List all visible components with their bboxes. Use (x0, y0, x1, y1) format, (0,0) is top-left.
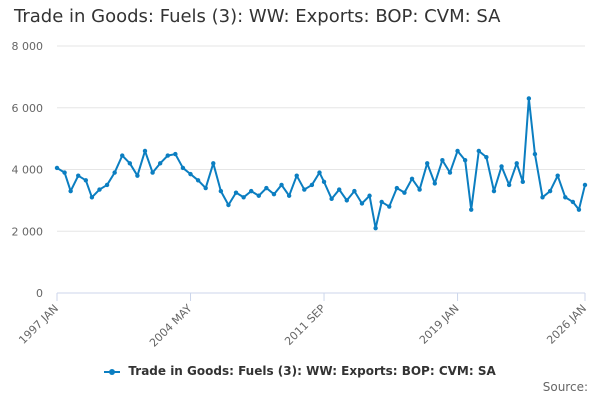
data-point[interactable] (286, 193, 292, 198)
chart-title: Trade in Goods: Fuels (3): WW: Exports: … (14, 6, 501, 27)
data-point[interactable] (373, 225, 378, 231)
data-point[interactable] (476, 148, 481, 154)
x-tick-label: 2004 MAY (147, 302, 195, 350)
data-point[interactable] (271, 192, 277, 197)
gridlines (57, 45, 585, 232)
x-tick-label: 1997 JAN (16, 302, 61, 347)
data-point[interactable] (83, 178, 89, 183)
data-point[interactable] (309, 182, 315, 188)
data-point[interactable] (394, 185, 400, 191)
data-point[interactable] (547, 188, 553, 194)
data-point[interactable] (135, 173, 140, 178)
data-point[interactable] (514, 161, 519, 166)
data-point[interactable] (211, 161, 216, 166)
data-point[interactable] (302, 187, 307, 192)
data-point[interactable] (249, 188, 254, 194)
data-point[interactable] (526, 96, 532, 101)
source-label[interactable]: Source: (542, 380, 588, 394)
data-point[interactable] (97, 187, 102, 192)
y-tick-label: 0 (36, 287, 43, 300)
data-point[interactable] (540, 195, 545, 200)
data-point[interactable] (321, 179, 327, 185)
data-point[interactable] (520, 179, 525, 185)
data-point[interactable] (173, 151, 178, 157)
data-point[interactable] (417, 187, 422, 192)
legend-label: Trade in Goods: Fuels (3): WW: Exports: … (128, 364, 496, 378)
data-point[interactable] (264, 185, 269, 191)
data-point[interactable] (409, 176, 415, 181)
data-point[interactable] (344, 198, 349, 203)
data-point[interactable] (241, 195, 246, 200)
x-tick-label: 2011 SEP (282, 302, 328, 348)
data-point[interactable] (447, 170, 453, 175)
data-point[interactable] (499, 164, 504, 169)
data-point[interactable] (218, 188, 224, 194)
data-point[interactable] (440, 158, 445, 163)
data-point[interactable] (104, 182, 110, 188)
data-point[interactable] (195, 178, 201, 183)
data-point[interactable] (233, 190, 239, 195)
y-tick-label: 2 000 (12, 225, 44, 238)
data-point[interactable] (89, 195, 95, 200)
data-point[interactable] (576, 207, 582, 212)
data-point[interactable] (455, 148, 460, 154)
data-point[interactable] (469, 207, 474, 212)
y-tick-label: 4 000 (12, 164, 44, 177)
legend[interactable]: Trade in Goods: Fuels (3): WW: Exports: … (0, 364, 600, 378)
data-point[interactable] (462, 158, 468, 163)
data-point[interactable] (317, 170, 322, 175)
data-point[interactable] (359, 201, 365, 206)
data-point[interactable] (127, 161, 133, 166)
data-point[interactable] (256, 193, 261, 198)
y-tick-label: 8 000 (12, 40, 44, 53)
axes: 0 2 000 4 000 6 000 8 000 1997 JAN 2004 MAY 201… (12, 40, 590, 350)
x-tick-label: 2026 JAN (544, 302, 589, 347)
data-point[interactable] (367, 193, 372, 198)
data-point[interactable] (226, 202, 231, 208)
data-point[interactable] (532, 151, 538, 157)
series-layer (54, 96, 588, 231)
data-point[interactable] (337, 187, 342, 192)
data-point[interactable] (387, 204, 392, 209)
data-point[interactable] (425, 161, 430, 166)
data-point[interactable] (68, 188, 73, 194)
data-point[interactable] (120, 153, 125, 158)
data-point[interactable] (203, 185, 208, 191)
series-line (56, 97, 586, 230)
legend-swatch (104, 368, 121, 375)
data-point[interactable] (491, 188, 497, 194)
data-point[interactable] (570, 199, 576, 205)
data-point[interactable] (555, 173, 560, 178)
data-point[interactable] (180, 165, 186, 171)
data-point[interactable] (329, 196, 334, 202)
data-point[interactable] (506, 182, 512, 188)
data-point[interactable] (112, 170, 117, 175)
data-point[interactable] (188, 171, 193, 177)
data-point[interactable] (62, 170, 67, 175)
data-point[interactable] (582, 182, 588, 188)
data-point[interactable] (157, 161, 163, 166)
y-tick-label: 6 000 (12, 102, 44, 115)
data-point[interactable] (76, 173, 81, 178)
data-point[interactable] (54, 165, 60, 171)
data-point[interactable] (379, 199, 384, 205)
data-point[interactable] (484, 154, 489, 160)
data-point[interactable] (563, 195, 568, 200)
data-point[interactable] (402, 190, 407, 195)
x-tick-label: 2019 JAN (417, 302, 462, 347)
data-point[interactable] (279, 182, 284, 188)
data-point[interactable] (142, 148, 148, 154)
legend-dot (109, 368, 116, 375)
data-point[interactable] (294, 173, 299, 178)
data-point[interactable] (352, 188, 357, 194)
data-point[interactable] (432, 181, 437, 186)
data-point[interactable] (150, 170, 155, 175)
data-point[interactable] (165, 153, 170, 158)
